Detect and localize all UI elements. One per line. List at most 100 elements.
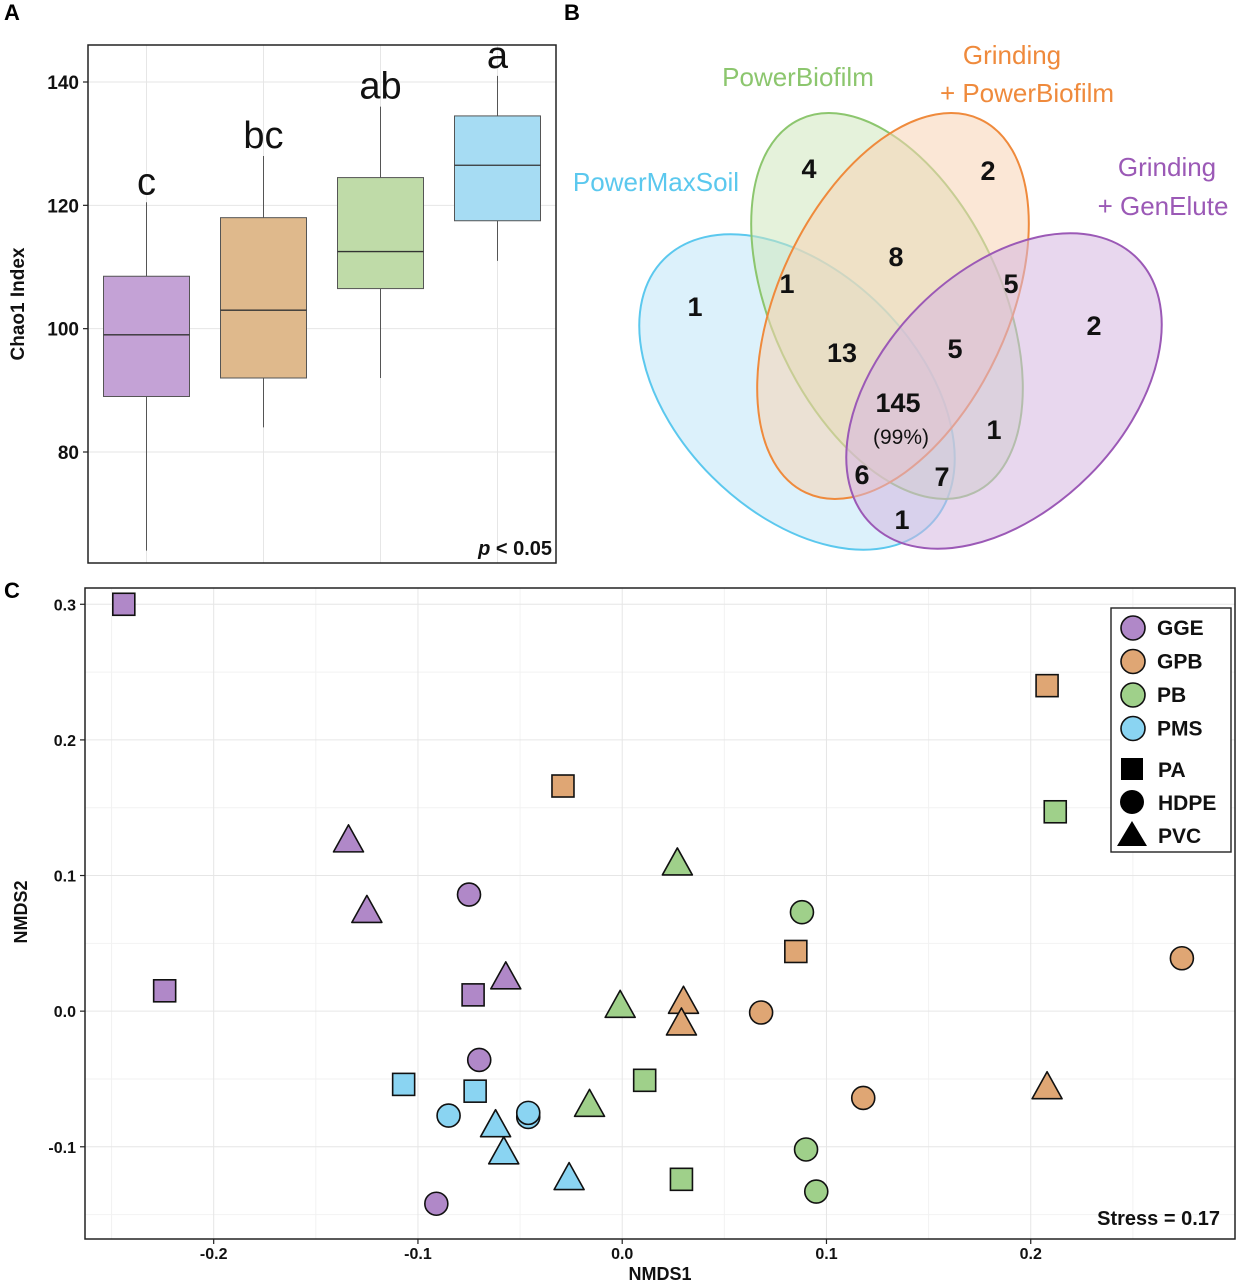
nmds-point-gpb-square (551, 774, 575, 798)
nmds-x-axis-label: NMDS1 (628, 1264, 691, 1283)
venn-set-title: PowerBiofilm (722, 62, 874, 92)
nmds-point-pms-square (463, 1079, 487, 1103)
venn-region-count: 13 (827, 338, 857, 368)
legend-label: GPB (1157, 651, 1203, 674)
nmds-point-pb-square (669, 1167, 694, 1192)
nmds-point-pms-circle (515, 1100, 541, 1126)
legend-key-pb (1120, 682, 1146, 708)
boxplot-box-pms (454, 115, 541, 222)
nmds-legend: GGE GPB PB PMS PA HDPE PVC (1110, 607, 1232, 853)
boxplot-p-value: p < 0.05 (477, 538, 552, 560)
boxplot-y-tick-label: 100 (47, 320, 79, 341)
venn-panel: PowerMaxSoil PowerBiofilm Grinding + PowerB… (573, 40, 1229, 551)
nmds-y-tick-label: 0.1 (54, 869, 76, 886)
nmds-point-gpb-circle (1169, 945, 1195, 971)
panel-label-b: B (564, 0, 580, 25)
venn-region-count: 1 (894, 505, 909, 535)
p-value-threshold: < 0.05 (490, 538, 552, 560)
venn-region-count: 5 (1003, 269, 1018, 299)
nmds-point-pms-triangle (479, 1108, 512, 1138)
venn-region-count: 6 (854, 460, 869, 490)
nmds-point-pb-square (632, 1068, 657, 1093)
nmds-point-pb-triangle (661, 847, 694, 876)
legend-label: HDPE (1158, 792, 1216, 815)
panel-label-a: A (4, 0, 20, 25)
legend-triangle-icon (1117, 821, 1147, 846)
nmds-point-gpb-triangle (1031, 1070, 1063, 1100)
venn-region-percent: (99%) (873, 426, 929, 449)
nmds-point-pb-circle (793, 1137, 819, 1162)
venn-region-count: 145 (875, 388, 920, 418)
nmds-stress-annotation: Stress = 0.17 (1097, 1208, 1220, 1230)
boxplot-panel: c bc ab a 80 100 120 140 Chao1 Index p < 0.05 (8, 35, 557, 564)
nmds-x-tick-label: 0.0 (611, 1246, 633, 1263)
nmds-x-tick-label: -0.1 (404, 1246, 432, 1263)
nmds-point-gge-square (112, 592, 136, 617)
nmds-point-gpb-triangle (665, 1007, 698, 1036)
venn-set-title: PowerMaxSoil (573, 167, 739, 197)
nmds-point-pms-triangle (553, 1161, 585, 1191)
boxplot-y-tick-label: 140 (47, 73, 79, 94)
p-value-symbol: p (477, 538, 490, 560)
venn-region-count: 1 (687, 292, 702, 322)
venn-set-title: Grinding (1118, 152, 1216, 182)
nmds-x-tick-label: -0.2 (200, 1246, 228, 1263)
nmds-point-gge-triangle (489, 961, 522, 990)
boxplot-y-tick-label: 80 (58, 443, 79, 464)
legend-key-gpb (1120, 648, 1146, 675)
nmds-point-pms-square (391, 1072, 416, 1097)
venn-region-count: 1 (986, 415, 1001, 445)
nmds-point-pms-triangle (487, 1136, 520, 1165)
nmds-y-axis-label: NMDS2 (11, 880, 31, 943)
venn-set-title: + GenElute (1098, 191, 1229, 221)
legend-label: PMS (1157, 718, 1203, 741)
nmds-point-gpb-square (784, 939, 808, 964)
legend-label: GGE (1157, 617, 1204, 640)
legend-key-gge (1120, 615, 1146, 641)
venn-region-count: 1 (779, 269, 794, 299)
boxplot-y-tick-label: 120 (47, 196, 79, 217)
boxplot-box-gpb (220, 217, 307, 379)
nmds-x-tick-label: 0.1 (815, 1246, 837, 1263)
nmds-point-gpb-triangle (667, 985, 700, 1015)
venn-set-title: Grinding (963, 40, 1061, 70)
nmds-point-pb-triangle (573, 1088, 606, 1118)
nmds-point-pb-square (1043, 799, 1068, 824)
nmds-frame (84, 587, 1236, 1240)
legend-label: PVC (1158, 825, 1201, 848)
nmds-point-gge-circle (424, 1191, 449, 1217)
nmds-y-tick-label: 0.0 (54, 1004, 76, 1021)
boxplot-box-gge (103, 275, 190, 397)
boxplot-significance-letter: c (137, 161, 156, 203)
legend-key-pms (1120, 715, 1146, 742)
nmds-point-gge-circle (456, 882, 482, 907)
legend-label: PA (1158, 759, 1186, 782)
nmds-point-gge-circle (466, 1047, 492, 1073)
venn-region-count: 2 (1086, 311, 1101, 341)
venn-ellipse-grinding-genelute (845, 232, 1163, 550)
venn-region-count: 7 (934, 462, 949, 492)
nmds-point-gge-square (152, 979, 177, 1003)
nmds-point-gpb-square (1035, 673, 1059, 698)
nmds-point-gge-triangle (351, 894, 383, 924)
legend-circle-icon (1120, 790, 1144, 814)
nmds-point-gpb-circle (850, 1085, 876, 1111)
legend-label: PB (1157, 684, 1186, 707)
venn-region-count: 8 (888, 242, 903, 272)
boxplot-box-pb (337, 177, 424, 290)
nmds-y-tick-label: 0.3 (54, 597, 76, 614)
venn-region-count: 4 (801, 154, 816, 184)
venn-set-title: + PowerBiofilm (940, 78, 1114, 108)
legend-square-icon (1121, 758, 1143, 780)
nmds-point-pb-circle (803, 1179, 829, 1204)
nmds-point-gge-square (461, 983, 485, 1007)
boxplot-significance-letter: a (487, 35, 509, 77)
nmds-point-pb-circle (789, 899, 815, 925)
nmds-y-tick-label: 0.2 (54, 733, 76, 750)
panel-label-c: C (4, 578, 20, 603)
nmds-y-tick-label: -0.1 (48, 1140, 76, 1157)
boxplot-significance-letter: ab (359, 66, 401, 108)
venn-region-count: 2 (980, 156, 995, 186)
boxplot-frame (87, 44, 557, 564)
